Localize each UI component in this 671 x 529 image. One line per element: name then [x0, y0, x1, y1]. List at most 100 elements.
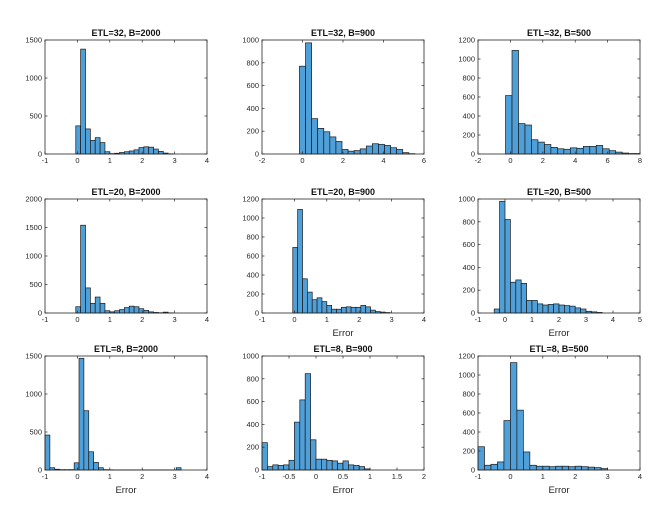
- histogram-bar: [326, 305, 333, 314]
- x-tick-label: 2: [357, 315, 361, 324]
- x-tick-label: 6: [422, 156, 426, 165]
- x-tick-label: 0: [503, 315, 507, 324]
- histogram-bar: [311, 118, 319, 155]
- histogram-bar: [317, 128, 325, 155]
- y-tick-label: 800: [246, 233, 259, 242]
- y-tick-label: 400: [246, 271, 259, 280]
- histogram-bar: [148, 146, 154, 155]
- x-tick-label: -1: [259, 315, 266, 324]
- histogram-bar: [569, 305, 576, 314]
- histogram-bar: [305, 42, 312, 155]
- histogram-bar: [518, 123, 526, 155]
- y-tick-label: 500: [29, 280, 42, 289]
- x-tick-label: 1: [108, 156, 112, 165]
- y-tick-label: 1500: [25, 36, 42, 45]
- histogram-bar: [302, 278, 308, 314]
- histogram-bar: [341, 306, 347, 314]
- y-tick-label: 500: [29, 428, 42, 437]
- histogram-bar: [78, 357, 85, 471]
- panel-title: ETL=8, B=2000: [94, 344, 158, 354]
- x-tick-label: -0.5: [283, 472, 296, 481]
- histogram-bar: [119, 309, 125, 314]
- histogram-bar: [511, 50, 519, 155]
- histogram-bar: [342, 460, 349, 471]
- histogram-bar: [323, 131, 331, 155]
- histogram-bar: [44, 434, 51, 471]
- x-tick-label: 2: [541, 156, 545, 165]
- histogram-bars: [75, 48, 174, 155]
- y-tick-label: 400: [462, 112, 475, 121]
- histogram-bar: [390, 147, 398, 155]
- histogram-bar: [94, 137, 101, 155]
- y-tick-label: 500: [29, 112, 42, 121]
- histogram-bar: [88, 451, 94, 471]
- x-tick-label: 8: [638, 156, 642, 165]
- histogram-bar: [580, 308, 587, 314]
- x-tick-label: 1: [368, 472, 372, 481]
- y-tick-label: 0: [38, 466, 42, 475]
- histogram-bar: [288, 459, 295, 471]
- x-tick-label: 0: [75, 156, 79, 165]
- y-tick-label: 600: [246, 397, 259, 406]
- histogram-bar: [348, 464, 355, 471]
- x-tick-label: 4: [205, 315, 209, 324]
- histogram-bar: [553, 303, 560, 314]
- histogram-bar: [531, 139, 539, 155]
- y-tick-label: 0: [255, 309, 259, 318]
- histogram-bar: [365, 145, 373, 155]
- histogram-bar: [384, 145, 391, 155]
- panel-title: ETL=20, B=900: [311, 187, 375, 197]
- y-tick-label: 600: [462, 93, 475, 102]
- histogram-bar: [128, 150, 135, 155]
- histogram-bars: [292, 209, 391, 314]
- x-tick-label: 3: [606, 472, 610, 481]
- y-tick-label: 800: [246, 374, 259, 383]
- histogram-bar: [294, 421, 301, 471]
- histogram-bar: [331, 308, 337, 314]
- x-tick-label: 4: [611, 315, 615, 324]
- y-tick-label: 1000: [242, 352, 259, 361]
- histogram-bars: [261, 373, 371, 471]
- histogram-bar: [311, 299, 318, 314]
- histogram-bar: [75, 125, 81, 155]
- histogram-bar: [484, 464, 492, 471]
- histogram-bar: [595, 145, 604, 155]
- x-tick-label: -1: [42, 472, 49, 481]
- x-tick-label: 2: [140, 472, 144, 481]
- histogram-bar: [331, 460, 338, 471]
- histogram-bar: [261, 442, 268, 471]
- histogram-bar: [353, 465, 360, 471]
- x-tick-label: 0: [314, 472, 318, 481]
- x-axis-label: Error: [548, 328, 569, 339]
- histogram-bar: [321, 301, 328, 314]
- x-tick-label: 5: [638, 315, 642, 324]
- x-tick-label: 3: [173, 156, 177, 165]
- x-tick-label: 3: [584, 315, 588, 324]
- histogram-bars: [493, 200, 603, 314]
- y-tick-label: 600: [462, 409, 475, 418]
- histogram-bar: [542, 304, 549, 314]
- y-tick-label: 1000: [25, 74, 42, 83]
- panel-title: ETL=8, B=500: [529, 344, 588, 354]
- histogram-bar: [94, 296, 101, 314]
- histogram-bar: [569, 147, 578, 155]
- y-tick-label: 1000: [458, 55, 475, 64]
- histogram-bar: [329, 136, 337, 155]
- x-tick-label: 2: [573, 472, 577, 481]
- x-tick-label: 0: [292, 315, 296, 324]
- histogram-bar: [292, 247, 298, 314]
- y-tick-label: 0: [255, 466, 259, 475]
- x-axis-label: Error: [332, 328, 353, 339]
- histogram-bar: [493, 308, 500, 314]
- x-tick-label: 0: [75, 315, 79, 324]
- histogram-bar: [516, 409, 524, 471]
- x-tick-label: 2: [422, 472, 426, 481]
- histogram-bar: [128, 305, 135, 314]
- y-tick-label: 1000: [25, 252, 42, 261]
- histogram-bar: [523, 451, 531, 471]
- x-tick-label: 3: [173, 315, 177, 324]
